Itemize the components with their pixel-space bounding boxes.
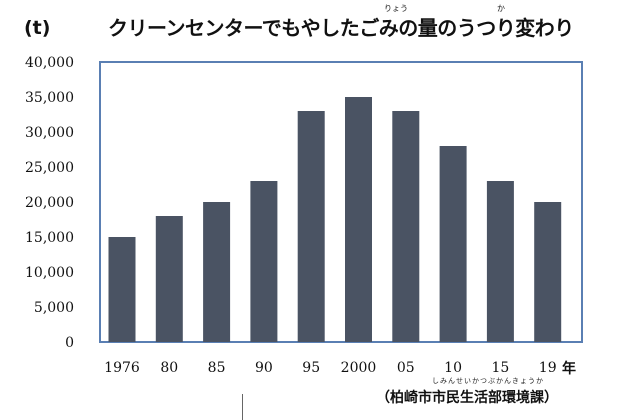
- x-tick-label: 95: [302, 360, 320, 376]
- source-ruby: しみんせいかつぶかんきょうか: [432, 377, 544, 385]
- y-tick-label: 35,000: [25, 90, 74, 106]
- bars-group: [108, 97, 562, 342]
- bar: [486, 181, 514, 342]
- x-axis-ticks: 1976 80 85 90 95 2000 05 10 15 19: [104, 360, 556, 376]
- x-unit-label: 年: [562, 361, 576, 377]
- y-tick-label: 15,000: [25, 230, 74, 246]
- title-ruby-ryou: りょう: [384, 4, 408, 13]
- bar: [439, 146, 467, 342]
- divider-line: [242, 394, 243, 420]
- x-tick-label: 90: [255, 360, 273, 376]
- y-tick-label: 10,000: [25, 265, 74, 281]
- x-tick-label: 1976: [104, 360, 140, 376]
- bar: [108, 237, 136, 342]
- x-tick-label: 05: [397, 360, 415, 376]
- x-tick-label: 15: [491, 360, 509, 376]
- y-tick-label: 25,000: [25, 160, 74, 176]
- bar: [203, 202, 231, 342]
- x-tick-label: 2000: [341, 360, 377, 376]
- plot-frame: [99, 61, 583, 343]
- bar: [155, 216, 183, 342]
- y-tick-label: 20,000: [25, 195, 74, 211]
- y-tick-label: 0: [65, 335, 74, 351]
- bar: [534, 202, 562, 342]
- bar: [392, 111, 420, 342]
- chart-title: クリーンセンターでもやしたごみの量のうつり変わり: [108, 16, 574, 40]
- x-tick-label: 80: [160, 360, 178, 376]
- x-tick-label: 19: [539, 360, 557, 376]
- x-tick-label: 85: [208, 360, 226, 376]
- x-tick-label: 10: [444, 360, 462, 376]
- bar: [345, 97, 372, 342]
- bar: [297, 111, 325, 342]
- y-tick-label: 40,000: [25, 55, 74, 71]
- bar: [250, 181, 278, 342]
- y-unit-label: (t): [24, 17, 51, 39]
- source-credit: （柏崎市市民生活部環境課）: [376, 390, 558, 406]
- y-axis-ticks: 0 5,000 10,000 15,000 20,000 25,000 30,000 35,0…: [25, 55, 74, 351]
- y-tick-label: 5,000: [34, 300, 74, 316]
- title-ruby-ka: か: [497, 4, 505, 13]
- y-tick-label: 30,000: [25, 125, 74, 141]
